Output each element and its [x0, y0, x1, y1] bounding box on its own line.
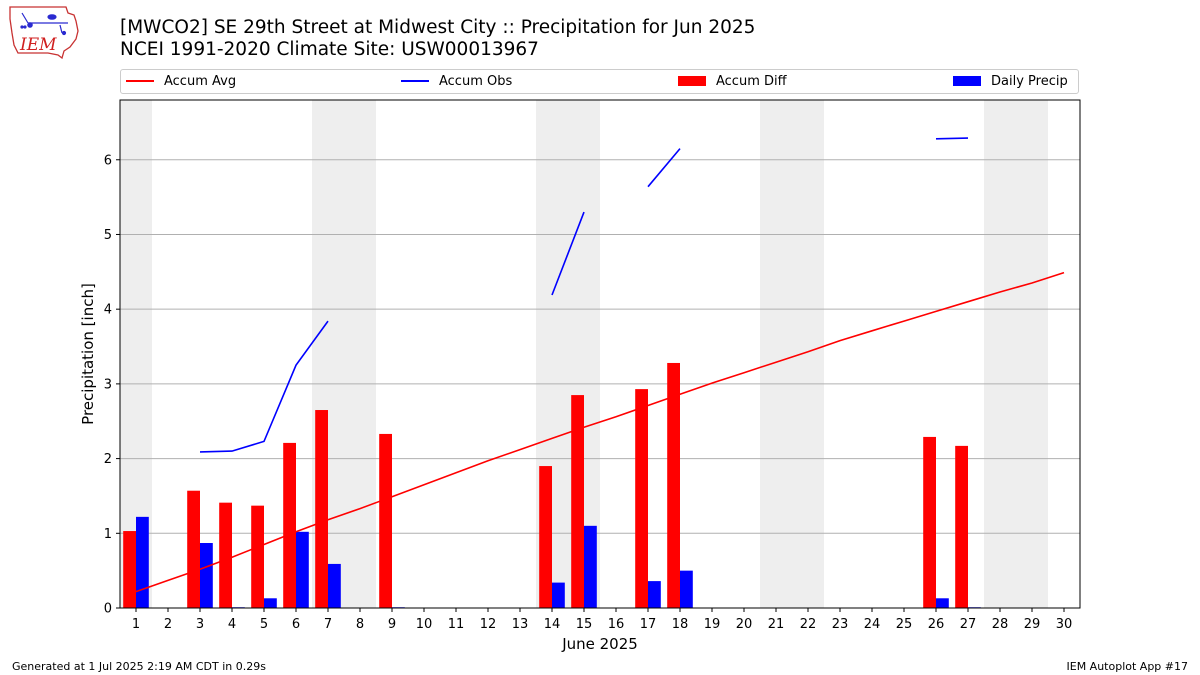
line-accum-obs-segment-4: [935, 137, 969, 140]
legend-swatch-accum-obs: [401, 79, 429, 82]
x-tick-label-14: 14: [544, 617, 561, 632]
y-tick-label-4: 4: [104, 303, 112, 318]
x-tick-label-20: 20: [736, 617, 753, 632]
weekend-band-22: [792, 100, 824, 608]
x-tick-label-22: 22: [800, 617, 817, 632]
y-tick-label-2: 2: [104, 452, 112, 467]
bar-accum-diff-day-18: [667, 362, 680, 608]
title-line-2: NCEI 1991-2020 Climate Site: USW00013967: [120, 39, 539, 60]
bar-daily-precip-day-14: [552, 582, 565, 608]
legend-item-daily-precip: Daily Precip: [953, 74, 1068, 90]
bar-daily-precip-day-17: [648, 581, 661, 608]
x-tick-label-6: 6: [292, 617, 300, 632]
legend-swatch-daily-precip: [953, 75, 981, 86]
x-tick-label-26: 26: [928, 617, 945, 632]
bar-accum-diff-day-27: [955, 445, 968, 608]
x-axis-label: June 2025: [561, 635, 638, 653]
weekend-band-8: [344, 100, 376, 608]
x-tick-label-23: 23: [832, 617, 849, 632]
bar-daily-precip-day-1: [136, 516, 149, 608]
weekend-band-29: [1016, 100, 1048, 608]
bar-accum-diff-day-7: [315, 410, 328, 608]
x-tick-label-2: 2: [164, 617, 172, 632]
iem-logo: IEM: [9, 6, 79, 59]
y-tick-label-1: 1: [104, 527, 112, 542]
y-axis-label: Precipitation [inch]: [79, 283, 97, 425]
line-accum-obs-segment-1: [199, 320, 329, 453]
legend-swatch-accum-avg: [126, 79, 154, 82]
x-tick-label-28: 28: [992, 617, 1009, 632]
bar-daily-precip-day-6: [296, 531, 309, 608]
x-tick-label-7: 7: [324, 617, 332, 632]
x-tick-label-8: 8: [356, 617, 364, 632]
x-tick-label-17: 17: [640, 617, 657, 632]
x-tick-label-16: 16: [608, 617, 625, 632]
x-tick-label-29: 29: [1024, 617, 1041, 632]
x-tick-label-21: 21: [768, 617, 785, 632]
bar-accum-diff-day-15: [571, 395, 584, 608]
x-tick-label-10: 10: [416, 617, 433, 632]
bar-accum-diff-day-17: [635, 389, 648, 608]
y-tick-label-6: 6: [104, 153, 112, 168]
x-tick-label-25: 25: [896, 617, 913, 632]
bar-accum-diff-day-14: [539, 466, 552, 608]
bar-accum-diff-day-9: [379, 433, 392, 608]
line-accum-avg: [135, 271, 1065, 593]
x-tick-label-30: 30: [1056, 617, 1073, 632]
x-tick-label-27: 27: [960, 617, 977, 632]
title-line-1: [MWCO2] SE 29th Street at Midwest City :…: [120, 17, 756, 38]
bar-daily-precip-day-15: [584, 525, 597, 608]
legend-swatch-accum-diff: [678, 75, 706, 86]
x-tick-label-18: 18: [672, 617, 689, 632]
footer-generated: Generated at 1 Jul 2025 2:19 AM CDT in 0…: [12, 660, 266, 673]
footer-app: IEM Autoplot App #17: [1066, 660, 1189, 673]
y-tick-label-3: 3: [104, 377, 112, 392]
legend-label-accum-diff: Accum Diff: [716, 74, 787, 89]
bar-accum-diff-day-4: [219, 502, 232, 608]
weekend-band-28: [984, 100, 1016, 608]
bar-daily-precip-day-18: [680, 570, 693, 608]
legend-label-accum-obs: Accum Obs: [439, 74, 513, 89]
x-tick-label-13: 13: [512, 617, 529, 632]
x-tick-label-19: 19: [704, 617, 721, 632]
bar-accum-diff-day-1: [123, 531, 136, 608]
bar-daily-precip-day-7: [328, 563, 341, 608]
legend-item-accum-diff: Accum Diff: [678, 74, 787, 90]
bar-accum-diff-day-26: [923, 436, 936, 608]
y-tick-label-5: 5: [104, 228, 112, 243]
line-accum-obs-segment-3: [647, 148, 681, 188]
weekend-band-21: [760, 100, 792, 608]
x-tick-label-11: 11: [448, 617, 465, 632]
y-tick-label-0: 0: [104, 602, 112, 617]
legend-item-accum-avg: Accum Avg: [126, 74, 236, 90]
x-tick-label-12: 12: [480, 617, 497, 632]
x-tick-label-9: 9: [388, 617, 396, 632]
chart-title: [MWCO2] SE 29th Street at Midwest City :…: [120, 17, 755, 61]
x-tick-label-4: 4: [228, 617, 236, 632]
legend-item-accum-obs: Accum Obs: [401, 74, 512, 90]
chart-legend: Accum Avg Accum Obs Accum Diff Daily Pre…: [120, 69, 1079, 94]
line-accum-obs-segment-2: [551, 211, 585, 296]
bar-daily-precip-day-26: [936, 598, 949, 608]
x-tick-label-3: 3: [196, 617, 204, 632]
x-tick-label-1: 1: [132, 617, 140, 632]
bar-daily-precip-day-5: [264, 598, 277, 608]
bar-accum-diff-day-5: [251, 505, 264, 608]
plot-frame: [119, 99, 1081, 609]
bar-accum-diff-day-3: [187, 490, 200, 608]
legend-label-daily-precip: Daily Precip: [991, 74, 1068, 89]
legend-label-accum-avg: Accum Avg: [164, 74, 237, 89]
x-tick-label-5: 5: [260, 617, 268, 632]
x-tick-label-24: 24: [864, 617, 881, 632]
logo-text: IEM: [19, 35, 57, 55]
bar-accum-diff-day-6: [283, 442, 296, 608]
x-tick-label-15: 15: [576, 617, 593, 632]
bar-daily-precip-day-3: [200, 543, 213, 608]
